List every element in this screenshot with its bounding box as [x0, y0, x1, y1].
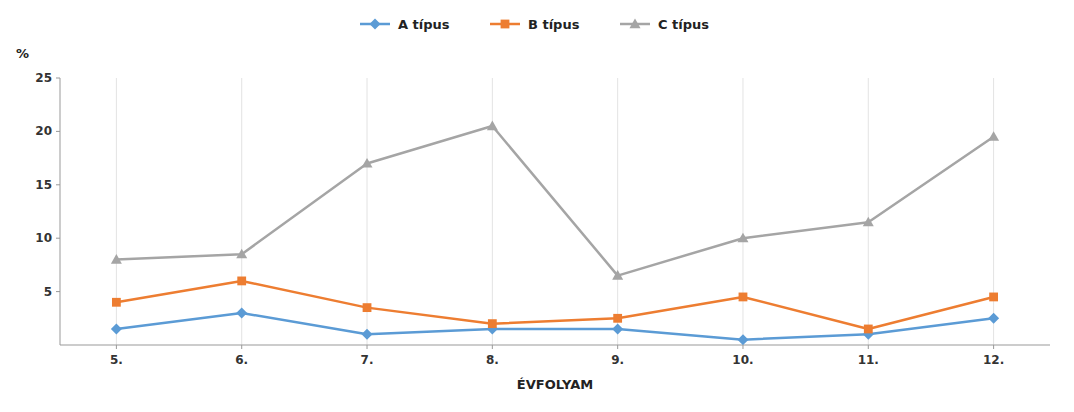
x-tick — [367, 345, 368, 349]
marker — [237, 277, 246, 286]
x-tick-label: 5. — [110, 353, 123, 367]
x-tick — [241, 345, 242, 349]
marker — [362, 158, 373, 168]
marker — [989, 293, 998, 302]
marker — [612, 270, 623, 280]
marker — [864, 325, 873, 334]
marker — [487, 121, 498, 131]
x-tick-label: 8. — [486, 353, 499, 367]
y-tick — [56, 291, 60, 292]
series-line — [116, 126, 993, 276]
x-tick-label: 12. — [983, 353, 1004, 367]
marker — [612, 323, 623, 334]
legend-marker — [630, 19, 641, 29]
grid-line — [492, 78, 493, 345]
grid-line — [993, 78, 994, 345]
x-axis-label: ÉVFOLYAM — [517, 377, 593, 392]
legend-marker — [370, 19, 381, 30]
y-tick-label: 10 — [35, 231, 52, 245]
x-tick-label: 10. — [732, 353, 753, 367]
marker — [737, 233, 748, 243]
x-tick-label: 6. — [235, 353, 248, 367]
x-tick — [993, 345, 994, 349]
marker — [488, 319, 497, 328]
y-axis-label: % — [16, 46, 29, 61]
y-tick — [56, 131, 60, 132]
y-tick-label: 25 — [35, 71, 52, 85]
x-tick — [868, 345, 869, 349]
legend-label: B típus — [528, 17, 580, 32]
grid-line — [617, 78, 618, 345]
marker — [111, 323, 122, 334]
x-tick-label: 7. — [361, 353, 374, 367]
x-tick — [492, 345, 493, 349]
x-axis-line — [60, 345, 1050, 346]
marker — [737, 334, 748, 345]
marker — [988, 131, 999, 141]
legend-label: A típus — [398, 17, 450, 32]
y-tick — [56, 184, 60, 185]
y-tick — [56, 238, 60, 239]
series-line — [116, 281, 993, 329]
y-axis-line — [60, 78, 61, 345]
marker — [111, 254, 122, 264]
grid-line — [742, 78, 743, 345]
y-tick-label: 15 — [35, 178, 52, 192]
legend-marker — [501, 20, 510, 29]
marker — [739, 293, 748, 302]
grid-line — [868, 78, 869, 345]
x-tick-label: 9. — [611, 353, 624, 367]
x-tick — [617, 345, 618, 349]
marker — [362, 329, 373, 340]
y-tick-label: 20 — [35, 124, 52, 138]
y-tick-label: 5 — [44, 285, 52, 299]
legend-label: C típus — [658, 17, 709, 32]
marker — [988, 313, 999, 324]
x-tick-label: 11. — [858, 353, 879, 367]
marker — [863, 217, 874, 227]
x-tick — [742, 345, 743, 349]
chart: 5 10 15 20 25 5. 6. 7. 8. 9. 10. 11. 12. ÉVFOLYAM% A t… — [0, 0, 1074, 412]
marker — [112, 298, 121, 307]
y-tick — [56, 78, 60, 79]
x-tick — [116, 345, 117, 349]
legend: A típus B típus C típus — [360, 17, 709, 32]
marker — [613, 314, 622, 323]
marker — [236, 249, 247, 259]
marker — [363, 303, 372, 312]
plot-area — [111, 121, 999, 345]
marker — [236, 307, 247, 318]
grid-line — [241, 78, 242, 345]
